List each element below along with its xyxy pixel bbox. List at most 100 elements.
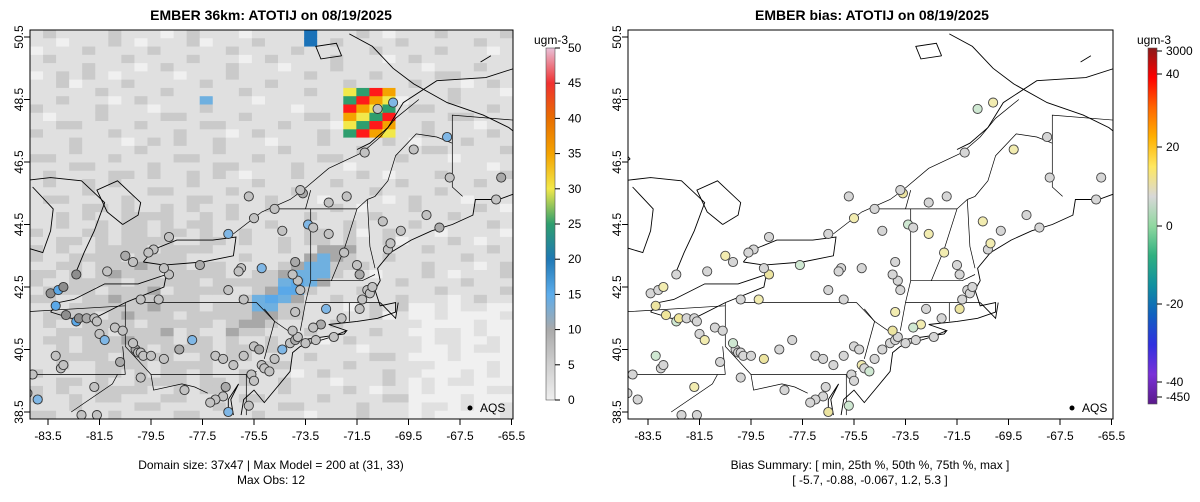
- grid-cell: [173, 303, 188, 312]
- grid-cell: [95, 228, 109, 238]
- grid-cell: [251, 195, 266, 205]
- aqs-site-marker: [290, 306, 301, 318]
- grid-cell: [82, 253, 96, 263]
- grid-cell: [291, 220, 305, 230]
- grid-cell: [317, 154, 331, 163]
- grid-cell: [108, 178, 122, 188]
- grid-cell: [121, 311, 135, 321]
- aqs-bias-marker: [671, 269, 682, 280]
- grid-cell: [304, 154, 318, 163]
- grid-cell: [447, 96, 462, 105]
- grid-cell: [408, 170, 423, 180]
- grid-cell: [421, 319, 436, 329]
- grid-cell: [251, 385, 266, 395]
- grid-cell: [56, 30, 70, 39]
- grid-cell: [343, 410, 357, 419]
- grid-cell: [356, 154, 370, 163]
- grid-cell: [160, 377, 174, 387]
- grid-cell: [434, 311, 449, 321]
- aqs-site-marker: [115, 356, 126, 368]
- right-colorbar-tick-label: -20: [1166, 297, 1184, 311]
- aqs-bias-marker: [758, 353, 769, 364]
- grid-cell: [421, 361, 436, 370]
- grid-cell: [251, 294, 266, 304]
- grid-cell: [199, 71, 214, 81]
- grid-cell: [147, 30, 161, 39]
- grid-cell: [121, 303, 135, 312]
- x-tick-label: -65.5: [1098, 429, 1126, 443]
- grid-cell: [56, 212, 70, 221]
- grid-cell: [212, 402, 227, 412]
- grid-cell: [69, 46, 83, 56]
- grid-cell: [147, 203, 161, 213]
- grid-cell: [486, 319, 501, 329]
- grid-cell: [499, 261, 513, 271]
- left-panel: EMBER 36km: ATOTIJ on 08/19/2025 -83.5 -8…: [12, 7, 582, 487]
- grid-cell: [173, 327, 188, 337]
- grid-cell: [395, 385, 409, 395]
- grid-cell: [382, 369, 396, 379]
- grid-cell: [291, 394, 305, 403]
- right-panel: EMBER bias: ATOTIJ on 08/19/2025 -83.5 -8…: [610, 7, 1193, 487]
- grid-cell: [408, 361, 423, 370]
- grid-cell: [278, 352, 292, 362]
- grid-cell: [369, 336, 383, 345]
- grid-cell: [134, 303, 148, 312]
- grid-cell: [199, 170, 214, 180]
- grid-cell: [199, 352, 214, 362]
- grid-cell: [304, 54, 318, 64]
- y-tick-label: 38.5: [610, 400, 624, 424]
- grid-cell: [69, 63, 83, 72]
- grid-cell: [108, 112, 122, 122]
- grid-cell: [369, 352, 383, 362]
- grid-cell: [499, 220, 513, 230]
- grid-cell: [382, 71, 396, 81]
- grid-cell: [69, 54, 83, 64]
- grid-cell: [395, 38, 409, 47]
- grid-cell: [69, 71, 83, 81]
- aqs-site-marker: [357, 294, 368, 305]
- grid-cell: [317, 203, 331, 213]
- coastline: [979, 302, 999, 320]
- grid-cell: [95, 352, 109, 362]
- grid-cell: [264, 129, 279, 138]
- left-colorbar-tick-label: 15: [568, 287, 582, 301]
- grid-cell: [264, 104, 279, 114]
- grid-cell: [199, 79, 214, 89]
- grid-cell: [369, 63, 383, 72]
- grid-cell: [264, 54, 279, 64]
- grid-cell: [447, 385, 462, 395]
- state-border: [366, 199, 376, 269]
- grid-cell: [434, 253, 449, 263]
- grid-cell: [278, 236, 292, 246]
- grid-cell: [434, 327, 449, 337]
- grid-cell: [343, 361, 357, 370]
- y-tick-label: 44.5: [12, 212, 26, 236]
- grid-cell: [317, 162, 331, 172]
- grid-cell: [186, 38, 201, 47]
- grid-cell: [56, 410, 70, 419]
- grid-cell: [486, 87, 501, 97]
- grid-cell: [173, 394, 188, 403]
- grid-cell: [186, 30, 201, 39]
- grid-cell: [264, 253, 279, 263]
- grid-cell: [304, 145, 318, 155]
- grid-cell: [382, 162, 396, 172]
- grid-cell: [434, 385, 449, 395]
- grid-cell: [173, 137, 188, 147]
- grid-cell: [447, 286, 462, 296]
- grid-cell: [134, 145, 148, 155]
- grid-cell: [30, 195, 44, 205]
- grid-cell: [43, 294, 57, 304]
- grid-cell: [251, 96, 266, 105]
- grid-cell: [69, 402, 83, 412]
- grid-cell: [460, 38, 475, 47]
- grid-cell: [199, 327, 214, 337]
- aqs-site-marker: [354, 269, 365, 280]
- grid-cell: [69, 294, 83, 304]
- aqs-bias-marker: [823, 285, 834, 296]
- grid-cell: [486, 220, 501, 230]
- grid-cell: [304, 137, 318, 147]
- grid-cell: [317, 187, 331, 196]
- grid-cell: [251, 63, 266, 72]
